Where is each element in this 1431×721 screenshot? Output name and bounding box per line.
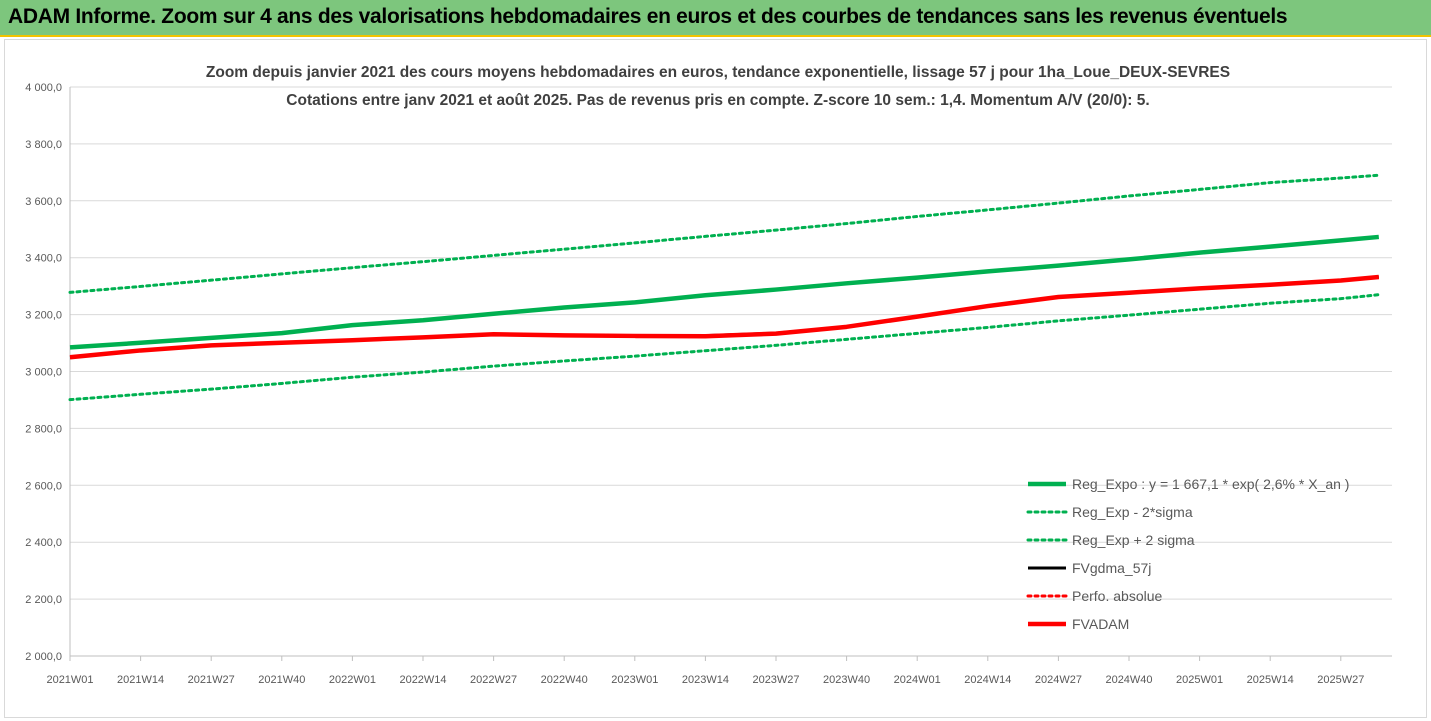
legend-label: Perfo. absolue [1072, 588, 1162, 604]
report-banner: ADAM Informe. Zoom sur 4 ans des valoris… [0, 0, 1431, 37]
legend: Reg_Expo : y = 1 667,1 * exp( 2,6% * X_a… [1026, 476, 1349, 632]
x-tick-label: 2023W14 [682, 674, 729, 686]
series-line-reg-exp-2-sigma [68, 293, 1381, 402]
y-tick-label: 2 400,0 [25, 537, 62, 549]
x-tick-label: 2023W40 [823, 674, 870, 686]
y-tick-label: 3 600,0 [25, 196, 62, 208]
x-tick-label: 2021W40 [258, 674, 305, 686]
x-tick-label: 2021W01 [46, 674, 93, 686]
report-title: ADAM Informe. Zoom sur 4 ans des valoris… [8, 5, 1288, 28]
x-tick-label: 2025W01 [1176, 674, 1223, 686]
x-tick-label: 2025W14 [1247, 674, 1294, 686]
y-tick-label: 2 800,0 [25, 423, 62, 435]
legend-label: FVgdma_57j [1072, 560, 1151, 576]
chart-subtitle: Cotations entre janv 2021 et août 2025. … [286, 92, 1149, 109]
series-lines [68, 173, 1381, 402]
chart-frame [4, 39, 1427, 718]
y-tick-label: 3 200,0 [25, 310, 62, 322]
legend-label: Reg_Exp - 2*sigma [1072, 504, 1193, 520]
x-tick-label: 2021W14 [117, 674, 164, 686]
gridlines [70, 86, 1392, 600]
y-tick-label: 3 400,0 [25, 253, 62, 265]
x-tick-label: 2025W27 [1317, 674, 1364, 686]
x-tick-label: 2021W27 [188, 674, 235, 686]
x-tick-label: 2024W27 [1035, 674, 1082, 686]
x-tick-label: 2024W01 [894, 674, 941, 686]
y-tick-label: 3 800,0 [25, 139, 62, 151]
legend-label: Reg_Exp + 2 sigma [1072, 532, 1195, 548]
y-tick-label: 3 000,0 [25, 367, 62, 379]
y-tick-label: 2 000,0 [25, 651, 62, 663]
x-tick-label: 2023W27 [752, 674, 799, 686]
x-tick-label: 2022W27 [470, 674, 517, 686]
x-tick-label: 2023W01 [611, 674, 658, 686]
legend-label: FVADAM [1072, 616, 1129, 632]
x-axis: 2021W01 2021W14 2021W27 2021W40 2022W01 2022W… [46, 655, 1392, 686]
series-line-fvadam [69, 274, 1380, 360]
y-tick-label: 2 600,0 [25, 480, 62, 492]
x-tick-label: 2024W40 [1105, 674, 1152, 686]
x-tick-label: 2022W01 [329, 674, 376, 686]
y-tick-label: 2 200,0 [25, 594, 62, 606]
y-tick-label: 4 000,0 [25, 82, 62, 94]
x-tick-label: 2024W14 [964, 674, 1011, 686]
series-line-reg-expo-y-1-667-1-exp-2-6-x-an [69, 234, 1380, 350]
chart-title: Zoom depuis janvier 2021 des cours moyen… [206, 64, 1230, 81]
y-axis: 2 000,0 2 200,0 2 400,0 2 600,0 2 800,0 3 000… [25, 82, 71, 663]
x-tick-label: 2022W40 [541, 674, 588, 686]
series-line-reg-exp-2-sigma [68, 173, 1381, 294]
x-tick-label: 2022W14 [399, 674, 446, 686]
legend-label: Reg_Expo : y = 1 667,1 * exp( 2,6% * X_a… [1072, 476, 1349, 492]
